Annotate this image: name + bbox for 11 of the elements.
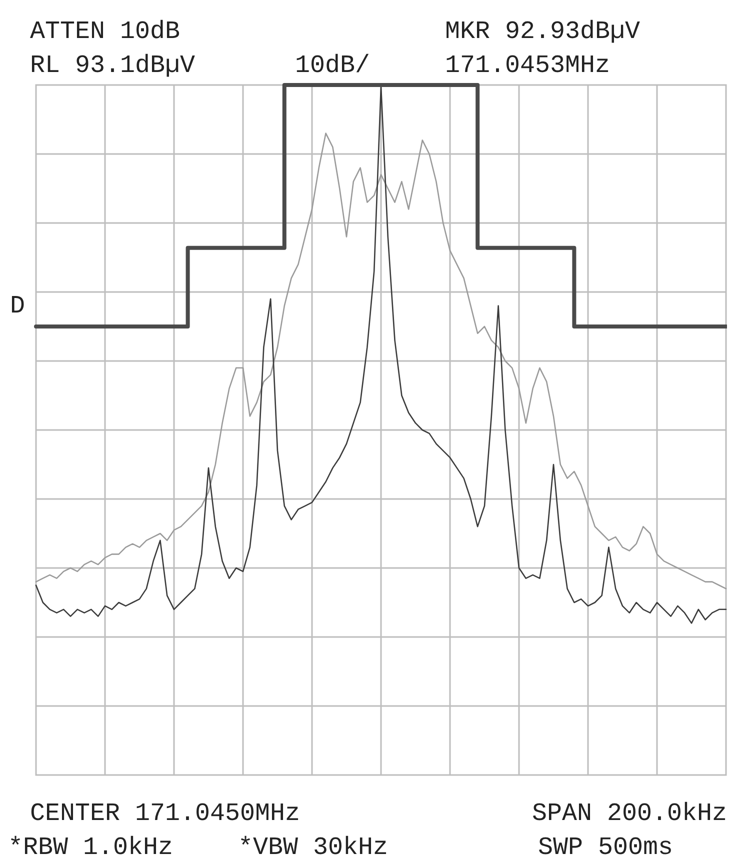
text: MKR 92.93dBµV <box>445 17 640 46</box>
text: SPAN 200.0kHz <box>532 799 727 828</box>
text: 10dB/ <box>295 51 370 80</box>
text: SWP 500ms <box>538 833 674 862</box>
text: CENTER 171.0450MHz <box>30 799 300 828</box>
text: *VBW 30kHz <box>238 833 388 862</box>
text: RL 93.1dBµV <box>30 51 196 80</box>
text: 171.0453MHz <box>445 51 610 80</box>
text: ATTEN 10dB <box>30 17 180 46</box>
text: D <box>10 292 26 320</box>
text: *RBW 1.0kHz <box>8 833 174 862</box>
